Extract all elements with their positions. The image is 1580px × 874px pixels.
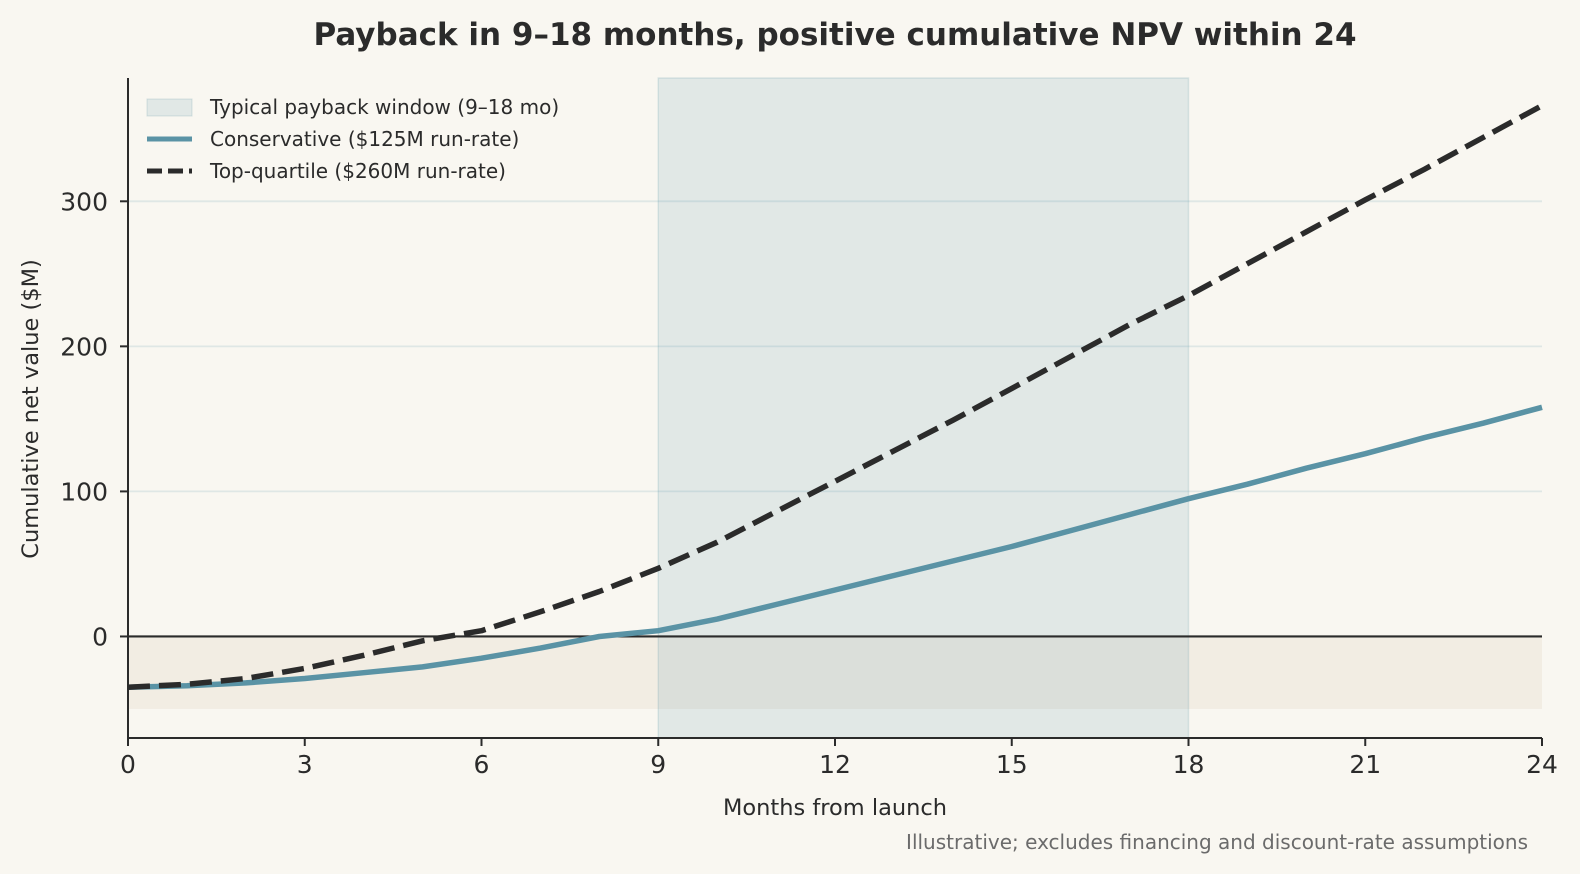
legend-swatch-band bbox=[146, 98, 193, 117]
bands-layer bbox=[128, 77, 1542, 739]
y-tick-label: 100 bbox=[60, 477, 108, 506]
x-tick-label: 21 bbox=[1349, 750, 1381, 779]
y-tick-label: 0 bbox=[92, 622, 108, 651]
x-tick-label: 3 bbox=[297, 750, 313, 779]
x-axis-label: Months from launch bbox=[723, 795, 947, 821]
x-tick-label: 24 bbox=[1526, 750, 1558, 779]
series-layer bbox=[127, 103, 1544, 690]
chart-title: Payback in 9–18 months, positive cumulat… bbox=[313, 17, 1356, 53]
x-tick-label: 12 bbox=[819, 750, 851, 779]
y-axis-label: Cumulative net value ($M) bbox=[18, 259, 44, 559]
ticks-layer: 0 3 6 9 12 15 18 21 24 0 100 200 300 bbox=[60, 187, 1558, 779]
series-line-top-quartile bbox=[127, 103, 1544, 690]
y-tick-label: 200 bbox=[60, 332, 108, 361]
grid-layer bbox=[128, 200, 1542, 493]
x-tick-label: 18 bbox=[1173, 750, 1205, 779]
payback-window-band bbox=[657, 77, 1190, 739]
x-tick-label: 15 bbox=[996, 750, 1028, 779]
legend-label-conservative: Conservative ($125M run-rate) bbox=[210, 127, 519, 151]
x-tick-label: 0 bbox=[120, 750, 136, 779]
y-tick-label: 300 bbox=[60, 187, 108, 216]
legend: Typical payback window (9–18 mo) Conserv… bbox=[146, 95, 559, 183]
series-line-conservative bbox=[127, 404, 1543, 690]
legend-label-top-quartile: Top-quartile ($260M run-rate) bbox=[209, 159, 506, 183]
footnote: Illustrative; excludes financing and dis… bbox=[906, 830, 1528, 854]
x-tick-label: 6 bbox=[474, 750, 490, 779]
legend-label-band: Typical payback window (9–18 mo) bbox=[209, 95, 559, 119]
x-tick-label: 9 bbox=[650, 750, 666, 779]
